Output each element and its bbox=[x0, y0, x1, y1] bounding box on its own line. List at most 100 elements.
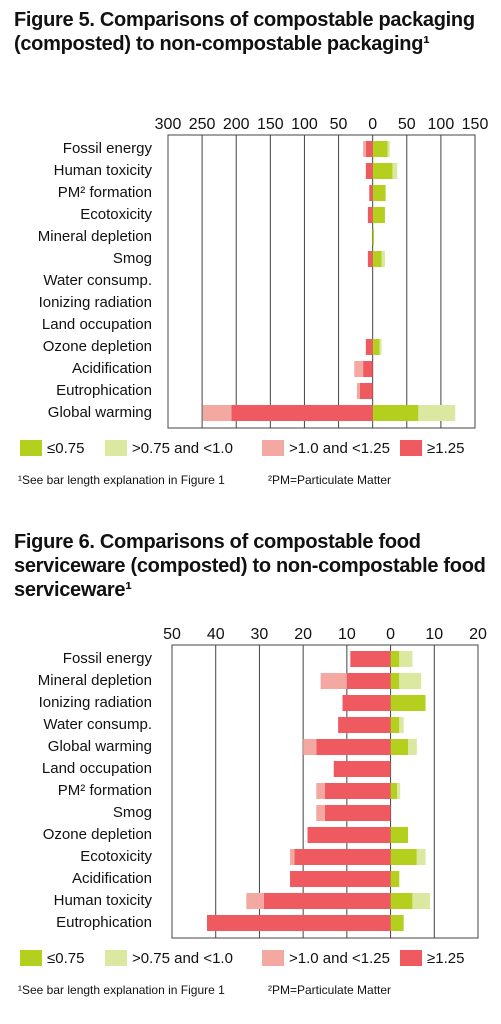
bar-segment bbox=[365, 339, 373, 355]
footnote: ²PM=Particulate Matter bbox=[268, 983, 391, 997]
legend-label: >0.75 and <1.0 bbox=[132, 440, 233, 457]
category-label: Eutrophication bbox=[56, 914, 152, 931]
bar-segment bbox=[372, 163, 393, 179]
bar-segment bbox=[390, 717, 400, 733]
bar-segment bbox=[399, 673, 422, 689]
legend-swatch bbox=[262, 440, 284, 456]
bar-segment bbox=[303, 739, 317, 755]
bar-segment bbox=[346, 673, 391, 689]
legend-swatch bbox=[20, 440, 42, 456]
category-label: Water consump. bbox=[43, 716, 152, 733]
x-tick-label: 300 bbox=[155, 116, 182, 133]
legend-swatch bbox=[20, 950, 42, 966]
bar-segment bbox=[372, 405, 419, 421]
category-label: Land occupation bbox=[42, 760, 152, 777]
legend-label: ≥1.25 bbox=[427, 440, 464, 457]
category-label: Ecotoxicity bbox=[80, 848, 152, 865]
legend-label: >1.0 and <1.25 bbox=[289, 950, 390, 967]
legend-label: >1.0 and <1.25 bbox=[289, 440, 390, 457]
bar-segment bbox=[359, 383, 373, 399]
legend-label: ≤0.75 bbox=[47, 440, 84, 457]
bar-segment bbox=[354, 361, 364, 377]
x-tick-label: 20 bbox=[469, 626, 487, 643]
x-tick-label: 30 bbox=[251, 626, 269, 643]
category-label: Ecotoxicity bbox=[80, 206, 152, 223]
bar-segment bbox=[390, 915, 404, 931]
bar-segment bbox=[390, 849, 417, 865]
bar-segment bbox=[367, 207, 373, 223]
category-label: Human toxicity bbox=[54, 162, 153, 179]
legend-swatch bbox=[400, 440, 422, 456]
x-tick-label: 0 bbox=[368, 116, 377, 133]
bar-segment bbox=[202, 405, 232, 421]
plot-frame bbox=[167, 134, 476, 429]
chart: 300 250 200 150 100 50 0 50 100 150 Fossil energy H… bbox=[18, 116, 489, 487]
bar-segment bbox=[390, 783, 398, 799]
category-label: Mineral depletion bbox=[38, 672, 152, 689]
bar-segment bbox=[325, 783, 391, 799]
bar-segment bbox=[342, 695, 391, 711]
bar-segment bbox=[246, 893, 264, 909]
legend-label: ≥1.25 bbox=[427, 950, 464, 967]
category-label: PM² formation bbox=[58, 184, 152, 201]
x-tick-label: 20 bbox=[294, 626, 312, 643]
category-label: Acidification bbox=[72, 870, 152, 887]
legend-swatch bbox=[105, 950, 127, 966]
x-tick-label: 150 bbox=[257, 116, 284, 133]
bar-segment bbox=[206, 915, 391, 931]
chart-title: Figure 5. Comparisons of compostable pac… bbox=[14, 9, 475, 55]
bar-segment bbox=[379, 339, 382, 355]
category-label: Smog bbox=[113, 804, 152, 821]
legend-swatch bbox=[105, 440, 127, 456]
legend-label: ≤0.75 bbox=[47, 950, 84, 967]
x-tick-label: 10 bbox=[425, 626, 443, 643]
bar-segment bbox=[372, 229, 375, 245]
bar-segment bbox=[363, 141, 366, 157]
bar-segment bbox=[356, 383, 360, 399]
bar-segment bbox=[390, 871, 400, 887]
bar-segment bbox=[372, 141, 388, 157]
bar-segment bbox=[290, 849, 295, 865]
category-label: Fossil energy bbox=[63, 140, 153, 157]
footnote: ²PM=Particulate Matter bbox=[268, 473, 391, 487]
bar-segment bbox=[416, 849, 426, 865]
bar-segment bbox=[316, 805, 325, 821]
bar-segment bbox=[369, 185, 373, 201]
bar-segment bbox=[397, 783, 401, 799]
bar-segment bbox=[390, 651, 400, 667]
x-tick-label: 50 bbox=[163, 626, 181, 643]
category-label: Eutrophication bbox=[56, 382, 152, 399]
category-label: PM² formation bbox=[58, 782, 152, 799]
bar-segment bbox=[387, 141, 390, 157]
bar-segment bbox=[408, 739, 417, 755]
bar-segment bbox=[392, 163, 398, 179]
bar-segment bbox=[390, 695, 426, 711]
x-tick-label: 40 bbox=[207, 626, 225, 643]
legend-swatch bbox=[262, 950, 284, 966]
category-label: Human toxicity bbox=[54, 892, 153, 909]
bar-segment bbox=[390, 739, 409, 755]
category-label: Mineral depletion bbox=[38, 228, 152, 245]
bar-segment bbox=[350, 651, 391, 667]
bar-segment bbox=[325, 805, 391, 821]
x-tick-label: 150 bbox=[462, 116, 489, 133]
bar-segment bbox=[363, 361, 373, 377]
bar-segment bbox=[231, 405, 373, 421]
footnote: ¹See bar length explanation in Figure 1 bbox=[18, 473, 225, 487]
bar-segment bbox=[294, 849, 391, 865]
category-label: Smog bbox=[113, 250, 152, 267]
bar-segment bbox=[365, 141, 373, 157]
bar-segment bbox=[365, 163, 373, 179]
category-label: Global warming bbox=[48, 404, 152, 421]
x-tick-label: 0 bbox=[386, 626, 395, 643]
bar-segment bbox=[390, 827, 409, 843]
x-tick-label: 250 bbox=[189, 116, 216, 133]
category-label: Ionizing radiation bbox=[39, 694, 152, 711]
bar-segment bbox=[320, 673, 347, 689]
category-label: Ozone depletion bbox=[43, 338, 152, 355]
bar-segment bbox=[381, 251, 385, 267]
bar-segment bbox=[412, 893, 430, 909]
chart: 50 40 30 20 10 0 10 20 Fossil energy Mineral depl… bbox=[18, 626, 487, 997]
bar-segment bbox=[316, 739, 391, 755]
category-label: Ionizing radiation bbox=[39, 294, 152, 311]
